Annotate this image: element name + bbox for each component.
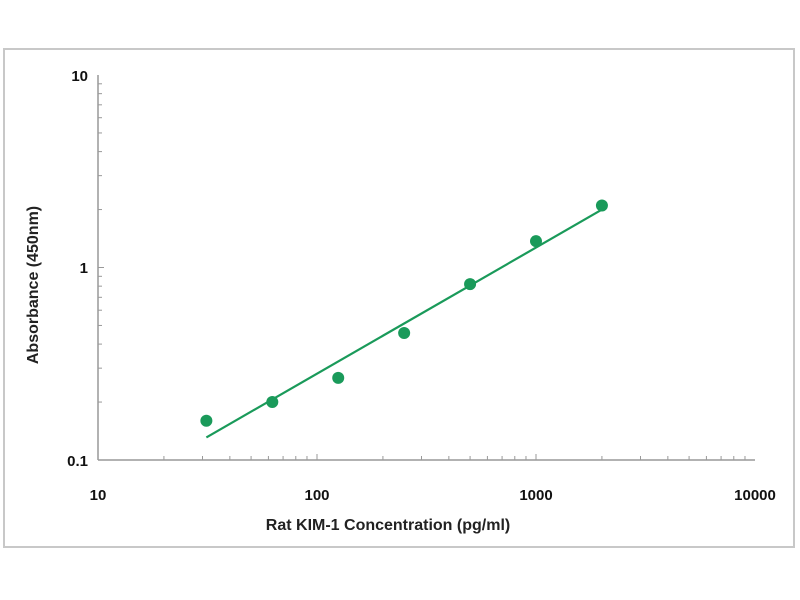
- data-point: [200, 414, 213, 427]
- x-tick-label: 1000: [519, 487, 552, 504]
- y-axis-label: Absorbance (450nm): [25, 206, 42, 364]
- x-tick-label: 10000: [734, 487, 776, 504]
- x-axis-label: Rat KIM-1 Concentration (pg/ml): [266, 517, 510, 534]
- data-point: [530, 235, 542, 248]
- x-tick-label: 100: [304, 487, 329, 504]
- x-tick-label: 10: [90, 487, 107, 504]
- data-point: [595, 199, 608, 212]
- data-point: [266, 396, 279, 409]
- y-tick-label: 1: [80, 260, 88, 277]
- data-point: [398, 326, 411, 339]
- chart-frame: [3, 48, 795, 548]
- y-tick-label: 10: [71, 68, 88, 85]
- data-point: [464, 278, 477, 291]
- data-point: [332, 371, 345, 384]
- fit-line: [205, 208, 603, 439]
- y-tick-label: 0.1: [67, 453, 88, 470]
